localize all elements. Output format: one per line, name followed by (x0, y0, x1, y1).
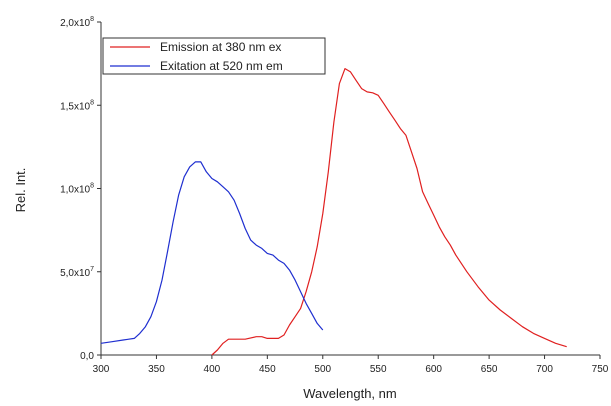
x-tick-label: 600 (425, 364, 442, 375)
legend-label-emission: Emission at 380 nm ex (160, 40, 281, 54)
x-tick-label: 450 (259, 364, 276, 375)
legend-label-excitation: Exitation at 520 nm em (160, 59, 283, 73)
y-tick-label: 1,0x108 (60, 183, 94, 196)
x-axis-ticks: 300 350 400 450 500 550 600 650 700 750 (93, 355, 609, 375)
x-tick-label: 700 (536, 364, 553, 375)
x-tick-label: 550 (370, 364, 387, 375)
y-tick-label: 0,0 (80, 351, 94, 362)
x-tick-label: 750 (592, 364, 609, 375)
y-tick-label: 2,0x108 (60, 16, 94, 29)
x-tick-label: 350 (148, 364, 165, 375)
series-layer (100, 68, 567, 356)
y-axis-ticks: 0,0 5,0x107 1,0x108 1,5x108 2,0x108 (60, 16, 101, 362)
x-tick-label: 400 (204, 364, 221, 375)
legend: Emission at 380 nm ex Exitation at 520 n… (102, 37, 326, 75)
excitation-series-line (100, 161, 324, 344)
y-axis-title: Rel. Int. (13, 168, 28, 213)
x-tick-label: 650 (481, 364, 498, 375)
legend-box (102, 37, 326, 75)
x-axis-title: Wavelength, nm (303, 386, 396, 401)
x-tick-label: 300 (93, 364, 110, 375)
emission-series-line (211, 68, 567, 356)
y-tick-label: 1,5x108 (60, 99, 94, 112)
x-tick-label: 500 (314, 364, 331, 375)
y-tick-label: 5,0x107 (60, 266, 94, 279)
